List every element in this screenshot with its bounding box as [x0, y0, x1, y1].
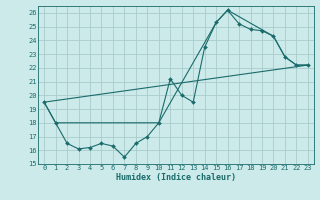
X-axis label: Humidex (Indice chaleur): Humidex (Indice chaleur) [116, 173, 236, 182]
